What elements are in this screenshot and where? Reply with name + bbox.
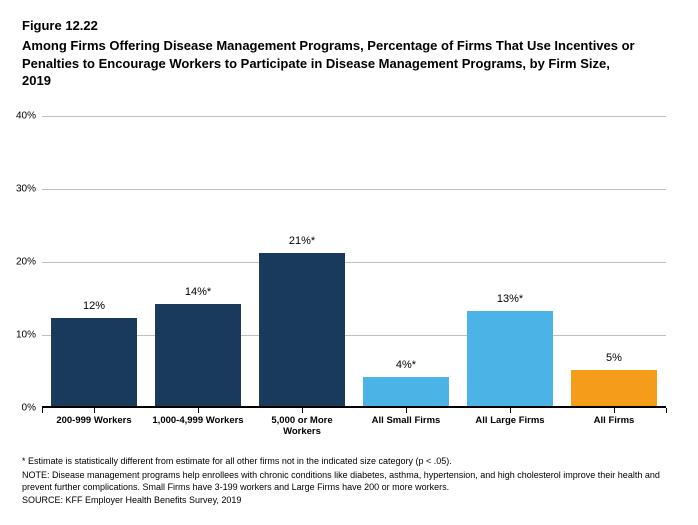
x-tick bbox=[666, 408, 667, 413]
x-axis-labels: 200-999 Workers 1,000-4,999 Workers 5,000 … bbox=[42, 412, 666, 446]
y-tick-label: 20% bbox=[0, 257, 36, 268]
x-axis-baseline bbox=[42, 406, 666, 408]
x-category-label: All Firms bbox=[565, 416, 664, 427]
y-tick-label: 30% bbox=[0, 184, 36, 195]
x-category-label: All Small Firms bbox=[357, 416, 456, 427]
x-category-label: 5,000 or More Workers bbox=[253, 416, 352, 438]
bar-value-label: 12% bbox=[51, 300, 136, 312]
y-tick-label: 10% bbox=[0, 330, 36, 341]
y-tick-label: 40% bbox=[0, 111, 36, 122]
bar-value-label: 14%* bbox=[155, 286, 240, 298]
figure-header: Figure 12.22 Among Firms Offering Diseas… bbox=[0, 0, 698, 96]
y-tick-label: 0% bbox=[0, 403, 36, 414]
gridline bbox=[42, 189, 666, 190]
bar: 12% bbox=[51, 318, 136, 406]
bar: 14%* bbox=[155, 304, 240, 406]
x-tick bbox=[42, 408, 43, 413]
x-tick bbox=[510, 408, 511, 413]
bar: 21%* bbox=[259, 253, 344, 406]
x-tick bbox=[614, 408, 615, 413]
figure-title: Among Firms Offering Disease Management … bbox=[22, 37, 642, 90]
bar: 13%* bbox=[467, 311, 552, 406]
x-category-label: 200-999 Workers bbox=[45, 416, 144, 427]
footnote-source: SOURCE: KFF Employer Health Benefits Sur… bbox=[22, 494, 672, 506]
plot-region: 0%10%20%30%40%12%14%*21%*4%*13%*5% bbox=[42, 116, 666, 408]
bar: 5% bbox=[571, 370, 656, 407]
bar-value-label: 21%* bbox=[259, 235, 344, 247]
bar: 4%* bbox=[363, 377, 448, 406]
figure-footer: * Estimate is statistically different fr… bbox=[22, 455, 672, 507]
x-tick bbox=[406, 408, 407, 413]
bar-value-label: 5% bbox=[571, 352, 656, 364]
footnote-note: NOTE: Disease management programs help e… bbox=[22, 469, 672, 493]
gridline bbox=[42, 262, 666, 263]
x-category-label: All Large Firms bbox=[461, 416, 560, 427]
footnote-asterisk: * Estimate is statistically different fr… bbox=[22, 455, 672, 467]
x-tick bbox=[302, 408, 303, 413]
chart-area: 0%10%20%30%40%12%14%*21%*4%*13%*5% bbox=[42, 116, 666, 408]
x-category-label: 1,000-4,999 Workers bbox=[149, 416, 248, 427]
bar-value-label: 13%* bbox=[467, 293, 552, 305]
gridline bbox=[42, 116, 666, 117]
figure-number: Figure 12.22 bbox=[22, 18, 676, 33]
x-tick bbox=[94, 408, 95, 413]
x-tick bbox=[198, 408, 199, 413]
bar-value-label: 4%* bbox=[363, 359, 448, 371]
